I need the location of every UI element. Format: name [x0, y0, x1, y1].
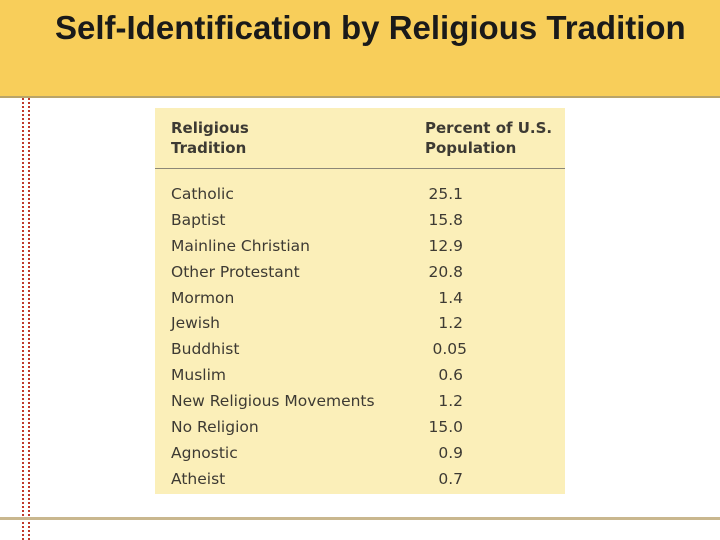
percent-cell: 1.2: [438, 392, 463, 411]
title-band: Self-Identification by Religious Traditi…: [0, 0, 720, 96]
table-row: Baptist 15.8: [155, 208, 565, 234]
table-row: Mormon 1.4: [155, 286, 565, 312]
tradition-cell: Mainline Christian: [171, 236, 311, 255]
table-row: Muslim 0.6: [155, 363, 565, 389]
bottom-rule: [0, 517, 720, 520]
tradition-cell: Other Protestant: [171, 262, 300, 281]
table-row: Atheist 0.7: [155, 467, 565, 493]
percent-cell: 0.6: [438, 366, 463, 385]
table-row: Agnostic 0.9: [155, 441, 565, 467]
percent-cell: 0.05: [432, 340, 467, 359]
table-row: New Religious Movements 1.2: [155, 389, 565, 415]
tradition-cell: Mormon: [171, 288, 235, 307]
percent-cell: 15.8: [428, 210, 463, 229]
table-row: No Religion 15.0: [155, 415, 565, 441]
slide-title: Self-Identification by Religious Traditi…: [55, 9, 686, 46]
percent-cell: 0.7: [438, 469, 463, 488]
tradition-cell: Atheist: [171, 469, 226, 488]
column-header-tradition: Religious Tradition: [171, 119, 249, 157]
table-row: Buddhist 0.05: [155, 337, 565, 363]
percent-cell: 25.1: [428, 185, 463, 203]
tradition-cell: Jewish: [171, 314, 220, 333]
tradition-cell: Muslim: [171, 366, 226, 385]
tradition-cell: No Religion: [171, 418, 259, 437]
left-dotted-rule-inner: [28, 98, 30, 540]
percent-cell: 1.2: [438, 314, 463, 333]
tradition-cell: Buddhist: [171, 340, 240, 359]
column-header-percent: Percent of U.S. Population: [425, 119, 553, 157]
left-dotted-rule: [22, 98, 24, 540]
table-row: Jewish 1.2: [155, 311, 565, 337]
percent-cell: 12.9: [428, 236, 463, 255]
header-divider: [155, 168, 565, 169]
title-band-underline: [0, 96, 720, 98]
percent-cell: 20.8: [428, 262, 463, 281]
tradition-cell: Baptist: [171, 210, 226, 229]
table-body: Catholic 25.1 Baptist 15.8 Mainline Chri…: [155, 182, 565, 493]
table-row: Catholic 25.1: [155, 182, 565, 208]
religion-table: Religious Tradition Percent of U.S. Popu…: [155, 108, 565, 494]
percent-cell: 15.0: [428, 418, 463, 437]
percent-cell: 0.9: [438, 443, 463, 462]
tradition-cell: Agnostic: [171, 443, 238, 462]
table-row: Other Protestant 20.8: [155, 260, 565, 286]
tradition-cell: New Religious Movements: [171, 392, 375, 411]
tradition-cell: Catholic: [171, 185, 234, 203]
percent-cell: 1.4: [438, 288, 463, 307]
table-row: Mainline Christian 12.9: [155, 234, 565, 260]
